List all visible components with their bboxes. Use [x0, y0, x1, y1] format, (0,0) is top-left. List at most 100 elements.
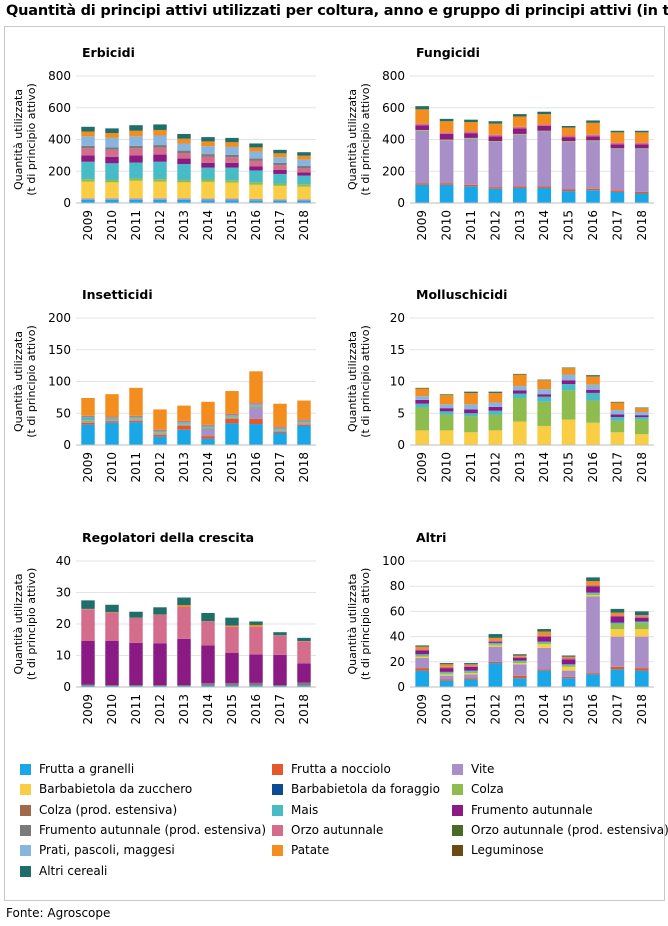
bar-segment [439, 671, 454, 674]
bar-segment [249, 143, 263, 148]
bar-segment [129, 155, 143, 163]
bar-segment [634, 670, 649, 687]
bar-segment [153, 199, 167, 203]
bar-segment [561, 656, 576, 659]
x-tick-label: 2018 [635, 210, 649, 241]
bar-segment [415, 650, 430, 655]
x-tick-label: 2013 [513, 452, 527, 483]
bar-segment [249, 200, 263, 203]
bar-segment [634, 148, 649, 150]
bar-segment [488, 645, 503, 647]
bar-segment [512, 373, 527, 375]
bar-segment [225, 683, 239, 686]
bar-segment [273, 169, 287, 174]
y-tick-label: 15 [390, 343, 405, 357]
x-tick-label: 2017 [273, 210, 287, 241]
bar-segment [297, 184, 311, 187]
bar-segment [177, 199, 191, 203]
x-tick-label: 2009 [415, 452, 429, 483]
bar-segment [586, 188, 600, 191]
bar-segment [488, 634, 503, 638]
y-tick-label: 40 [390, 630, 405, 644]
bar-segment [415, 106, 430, 110]
bar-segment [153, 429, 167, 432]
y-tick-label: 5 [397, 406, 405, 420]
bar-segment [105, 640, 119, 686]
bar-segment [249, 406, 263, 419]
bar-segment [81, 422, 95, 425]
bar-segment [561, 665, 576, 667]
y-axis-label-line2: (t di principio attivo) [25, 325, 38, 438]
bar-segment [464, 665, 478, 667]
bar-segment [610, 624, 625, 630]
y-tick-label: 10 [390, 375, 405, 389]
bar-segment [273, 685, 287, 687]
bar-segment [105, 179, 119, 183]
bar-segment [586, 400, 600, 423]
bar-segment [105, 147, 119, 150]
bar-segment [297, 152, 311, 156]
bar-segment [537, 187, 552, 203]
bar-segment [537, 389, 552, 395]
bar-segment [177, 606, 191, 639]
bar-segment [464, 678, 478, 680]
panel-title: Fungicidi [416, 45, 480, 60]
bar-segment [439, 408, 454, 412]
bar-segment [439, 184, 454, 203]
bar-segment [273, 185, 287, 200]
bar-segment [105, 604, 119, 613]
bar-segment [561, 141, 576, 190]
bar-segment [512, 675, 527, 679]
bar-segment [249, 626, 263, 655]
bar-segment [488, 641, 503, 643]
x-tick-label: 2011 [464, 452, 478, 483]
bar-segment [201, 621, 215, 646]
bar-segment [129, 611, 143, 618]
bar-segment [225, 625, 239, 627]
bar-segment [610, 142, 625, 145]
bar-segment [634, 417, 649, 420]
bar-segment [464, 663, 478, 665]
bar-segment [415, 403, 430, 408]
bar-segment [177, 405, 191, 421]
bar-segment [153, 434, 167, 437]
bar-segment [537, 114, 552, 125]
y-tick-label: 800 [48, 69, 71, 83]
bar-segment [537, 670, 552, 687]
bar-segment [273, 654, 287, 686]
bar-segment [201, 137, 215, 142]
bar-segment [225, 200, 239, 203]
bar-segment [273, 200, 287, 203]
bar-segment [537, 642, 552, 645]
bar-segment [177, 429, 191, 445]
bar-segment [439, 674, 454, 676]
bar-segment [153, 607, 167, 615]
bar-segment [488, 392, 503, 403]
bar-segment [439, 140, 454, 184]
x-tick-label: 2009 [415, 694, 429, 725]
bar-segment [415, 407, 430, 431]
x-tick-label: 2014 [537, 452, 551, 483]
bar-segment [81, 415, 95, 418]
bar-segment [105, 420, 119, 422]
bar-segment [610, 417, 625, 421]
bar-segment [105, 422, 119, 445]
bar-segment [561, 191, 576, 203]
bar-segment [273, 431, 287, 433]
bar-segment [488, 134, 503, 137]
bar-segment [297, 422, 311, 424]
panel-title: Molluschicidi [416, 287, 507, 302]
bar-segment [201, 198, 215, 201]
bar-segment [129, 148, 143, 156]
bar-segment [105, 199, 119, 203]
bar-segment [439, 394, 454, 395]
y-tick-label: 0 [397, 680, 405, 694]
x-tick-label: 2015 [225, 452, 239, 483]
bar-segment [586, 190, 600, 203]
bar-segment [105, 421, 119, 423]
bar-segment [81, 420, 95, 422]
bar-segment [561, 670, 576, 677]
bar-segment [464, 409, 478, 414]
bar-segment [225, 626, 239, 653]
bar-segment [415, 130, 430, 184]
